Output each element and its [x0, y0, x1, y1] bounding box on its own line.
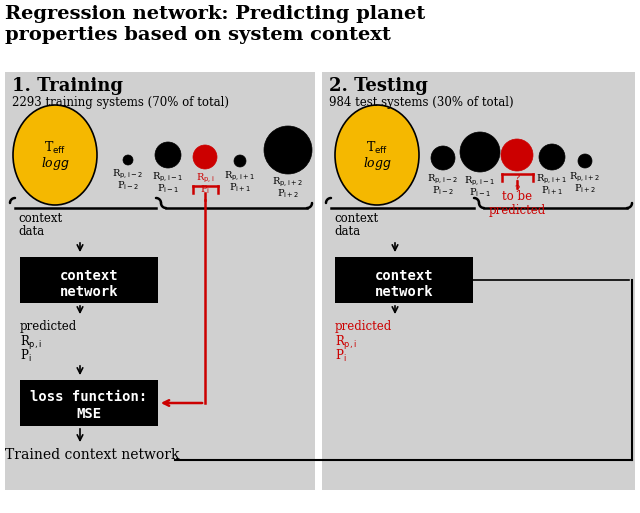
Text: R$_{\mathsf{p,i+2}}$: R$_{\mathsf{p,i+2}}$ [570, 171, 600, 184]
Text: P$_{\mathsf{i}}$: P$_{\mathsf{i}}$ [200, 183, 210, 196]
Text: P$_{\mathsf{i+2}}$: P$_{\mathsf{i+2}}$ [276, 187, 300, 200]
Text: network: network [374, 285, 433, 299]
Circle shape [123, 155, 133, 165]
Text: P$_{\mathsf{i-2}}$: P$_{\mathsf{i-2}}$ [432, 184, 454, 197]
Circle shape [578, 154, 592, 168]
Text: MSE: MSE [76, 407, 102, 421]
Text: P$_{\mathsf{i-2}}$: P$_{\mathsf{i-2}}$ [116, 179, 140, 192]
Text: P$_{\mathsf{i+2}}$: P$_{\mathsf{i+2}}$ [573, 182, 596, 195]
FancyBboxPatch shape [335, 257, 473, 303]
Text: ?: ? [515, 174, 520, 183]
FancyBboxPatch shape [322, 72, 635, 490]
Text: network: network [60, 285, 118, 299]
Text: R$_{\mathsf{p,i}}$: R$_{\mathsf{p,i}}$ [335, 334, 357, 352]
Text: log$g$: log$g$ [362, 154, 392, 171]
Text: P$_{\mathsf{i}}$: P$_{\mathsf{i}}$ [20, 348, 31, 364]
Circle shape [155, 142, 181, 168]
FancyBboxPatch shape [20, 257, 158, 303]
Text: R$_{\mathsf{p,i-2}}$: R$_{\mathsf{p,i-2}}$ [428, 173, 458, 186]
Text: P$_{\mathsf{i+1}}$: P$_{\mathsf{i+1}}$ [541, 184, 563, 197]
Text: loss function:: loss function: [30, 390, 148, 404]
Circle shape [460, 132, 500, 172]
Text: 2293 training systems (70% of total): 2293 training systems (70% of total) [12, 96, 229, 109]
Text: predicted: predicted [20, 320, 77, 333]
Text: R$_{\mathsf{p,i-1}}$: R$_{\mathsf{p,i-1}}$ [152, 171, 184, 184]
Circle shape [234, 155, 246, 167]
Text: 2. Testing: 2. Testing [329, 77, 428, 95]
Text: R$_{\mathsf{p,i+1}}$: R$_{\mathsf{p,i+1}}$ [536, 173, 568, 186]
Text: Trained context network: Trained context network [5, 448, 179, 462]
Text: R$_{\mathsf{p,i-1}}$: R$_{\mathsf{p,i-1}}$ [465, 175, 495, 188]
Text: 984 test systems (30% of total): 984 test systems (30% of total) [329, 96, 514, 109]
Circle shape [501, 139, 533, 171]
Text: context: context [334, 212, 378, 225]
Text: data: data [18, 225, 44, 238]
Text: Regression network: Predicting planet
properties based on system context: Regression network: Predicting planet pr… [5, 5, 425, 44]
Circle shape [539, 144, 565, 170]
Text: R$_{\mathsf{p,i+2}}$: R$_{\mathsf{p,i+2}}$ [273, 176, 303, 189]
Text: P$_{\mathsf{i}}$: P$_{\mathsf{i}}$ [335, 348, 346, 364]
Text: T$_{\mathsf{eff}}$: T$_{\mathsf{eff}}$ [366, 140, 388, 156]
Text: data: data [334, 225, 360, 238]
Text: context: context [60, 269, 118, 283]
Text: 1. Training: 1. Training [12, 77, 123, 95]
Circle shape [264, 126, 312, 174]
Text: T$_{\mathsf{eff}}$: T$_{\mathsf{eff}}$ [44, 140, 66, 156]
Ellipse shape [13, 105, 97, 205]
Text: predicted: predicted [488, 204, 546, 217]
Text: to be: to be [502, 190, 532, 203]
Text: predicted: predicted [335, 320, 392, 333]
Text: ?: ? [515, 185, 520, 194]
Circle shape [193, 145, 217, 169]
Text: context: context [18, 212, 62, 225]
Text: R$_{\mathsf{p,i+1}}$: R$_{\mathsf{p,i+1}}$ [225, 170, 255, 184]
Text: R$_{\mathsf{p,i}}$: R$_{\mathsf{p,i}}$ [20, 334, 42, 352]
Ellipse shape [335, 105, 419, 205]
FancyBboxPatch shape [5, 72, 315, 490]
Text: P$_{\mathsf{i+1}}$: P$_{\mathsf{i+1}}$ [228, 181, 252, 194]
FancyBboxPatch shape [20, 380, 158, 426]
Circle shape [431, 146, 455, 170]
Text: R$_{\mathsf{p,i-2}}$: R$_{\mathsf{p,i-2}}$ [113, 168, 143, 182]
Text: P$_{\mathsf{i-1}}$: P$_{\mathsf{i-1}}$ [468, 186, 492, 199]
Text: R$_{\mathsf{p,i}}$: R$_{\mathsf{p,i}}$ [196, 172, 214, 185]
Text: context: context [374, 269, 433, 283]
Text: P$_{\mathsf{i-1}}$: P$_{\mathsf{i-1}}$ [157, 182, 179, 195]
Text: log$g$: log$g$ [40, 154, 70, 171]
